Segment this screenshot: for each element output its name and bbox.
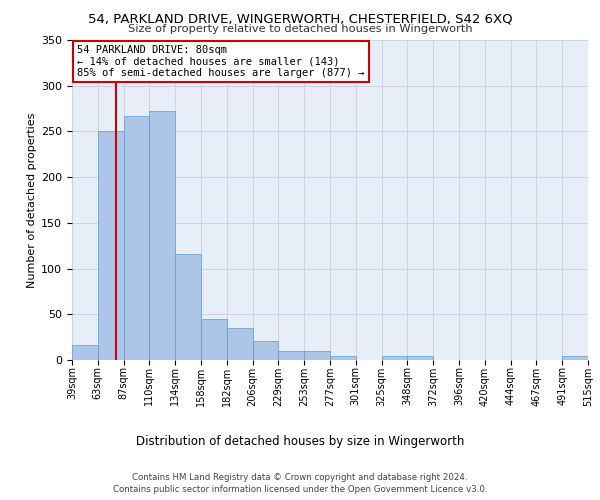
Bar [278, 351, 304, 360]
Text: Contains public sector information licensed under the Open Government Licence v3: Contains public sector information licen… [113, 485, 487, 494]
Bar [253, 341, 278, 360]
Bar [72, 346, 98, 360]
Bar [201, 319, 227, 360]
Bar [330, 356, 356, 360]
Bar [382, 356, 407, 360]
Bar [149, 112, 175, 360]
Bar [304, 351, 330, 360]
Text: 54, PARKLAND DRIVE, WINGERWORTH, CHESTERFIELD, S42 6XQ: 54, PARKLAND DRIVE, WINGERWORTH, CHESTER… [88, 12, 512, 26]
Text: 54 PARKLAND DRIVE: 80sqm
← 14% of detached houses are smaller (143)
85% of semi-: 54 PARKLAND DRIVE: 80sqm ← 14% of detach… [77, 45, 365, 78]
Text: Contains HM Land Registry data © Crown copyright and database right 2024.: Contains HM Land Registry data © Crown c… [132, 472, 468, 482]
Bar [175, 254, 201, 360]
Y-axis label: Number of detached properties: Number of detached properties [27, 112, 37, 288]
Bar [98, 132, 124, 360]
Bar [562, 356, 588, 360]
Text: Distribution of detached houses by size in Wingerworth: Distribution of detached houses by size … [136, 435, 464, 448]
Text: Size of property relative to detached houses in Wingerworth: Size of property relative to detached ho… [128, 24, 472, 34]
Bar [227, 328, 253, 360]
Bar [407, 356, 433, 360]
Bar [124, 116, 149, 360]
